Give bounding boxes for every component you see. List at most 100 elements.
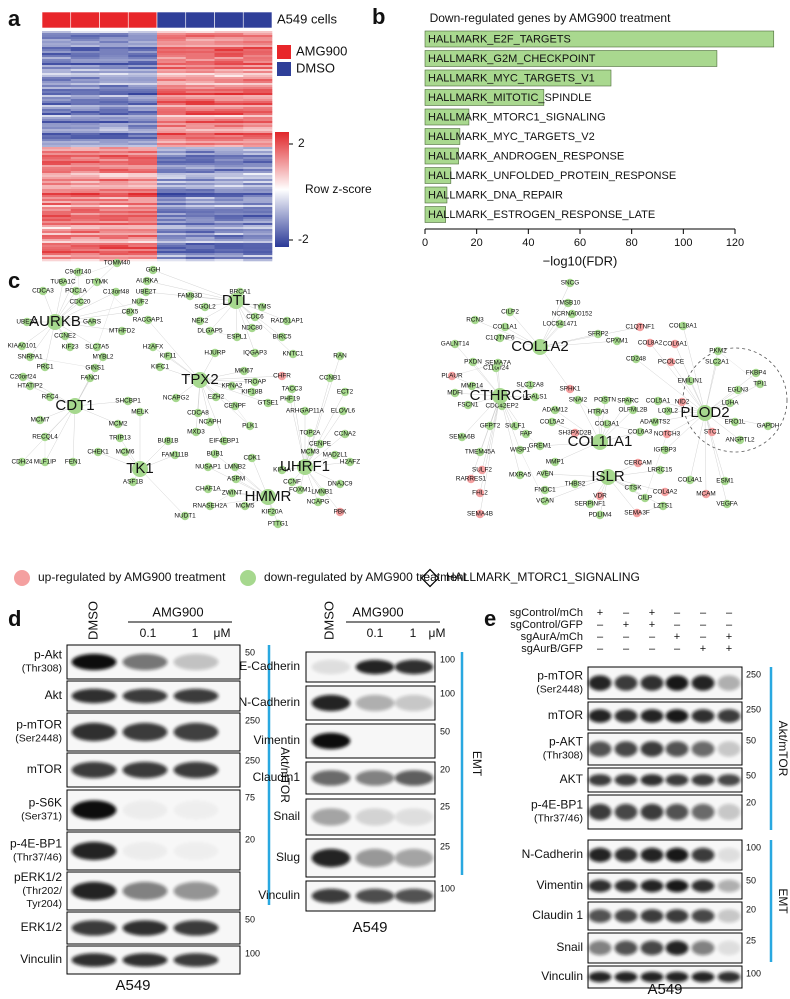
gene-label: MXRA5 [509,472,531,479]
gene-label: COL4A1 [678,477,703,484]
blot-band [588,741,612,757]
blot-band [588,847,612,863]
network-edge [607,476,664,507]
heatmap-cell [157,255,187,258]
blot-band [717,847,741,863]
category-label: HALLMARK_ANDROGEN_RESPONSE [428,150,624,162]
heatmap-cell [157,219,187,222]
heatmap-cell [128,205,158,208]
blot-box [587,701,743,731]
blot-row-label: Vimentin [537,878,583,892]
heatmap-cell [99,149,129,152]
gene-node [227,381,237,391]
gene-node [475,509,485,519]
heatmap-cell [157,83,187,86]
gene-node [25,381,35,391]
heatmap-cell [157,87,187,90]
gene-node [203,462,213,472]
heatmap-cell [185,107,215,110]
heatmap-cell [243,159,273,162]
gene-node [712,357,722,367]
annotation-cell [127,11,158,29]
gene-label: ASPM [227,476,245,483]
heatmap-cell [185,131,215,134]
blot-band [665,709,689,723]
condition-sign: – [649,631,656,643]
gene-label: VCAN [536,498,554,505]
heatmap-cell [99,193,129,196]
gene-label: HTATIP2 [17,383,43,390]
gene-label: MXD3 [187,429,205,436]
blot-row-label: Vinculin [20,952,62,966]
gene-node [17,457,27,467]
heatmap-cell [243,187,273,190]
heatmap-cell [185,243,215,246]
heatmap-cell [185,195,215,198]
heatmap-cell [185,191,215,194]
heatmap-cell [70,55,100,58]
blot-band [717,909,741,923]
heatmap-cell [99,101,129,104]
heatmap-cell [42,177,72,180]
bar [424,186,448,204]
gene-node [628,483,638,493]
heatmap-cell [128,77,158,80]
hub-node [697,405,713,421]
heatmap-cell [157,81,187,84]
heatmap-cell [128,115,158,118]
heatmap-cell [70,97,100,100]
heatmap-cell [128,243,158,246]
gene-label: THBS2 [565,481,586,488]
gene-label: GTSE1 [258,400,279,407]
blot-row-label: (Ser2448) [536,683,583,695]
blot-band [122,841,168,861]
heatmap-cell [99,117,129,120]
heatmap-cell [99,177,129,180]
heatmap-cell [243,117,273,120]
blot-band [614,940,638,956]
heatmap-cell [99,159,129,162]
heatmap-cell [70,209,100,212]
heatmap-cell [185,225,215,228]
heatmap-cell [99,237,129,240]
heatmap-cell [70,193,100,196]
heatmap-cell [157,225,187,228]
gene-node [285,394,295,404]
gene-label: GGH [146,267,161,274]
heatmap-cell [128,197,158,200]
gene-node [707,427,717,437]
heatmap-cell [243,233,273,236]
gene-node [315,439,325,449]
network-edge [152,346,201,381]
gene-node [720,476,730,486]
heatmap-cell [214,89,244,92]
dose-label: 0.1 [140,626,157,640]
heatmap-cell [185,241,215,244]
heatmap-cell [128,31,158,34]
heatmap-cell [128,73,158,76]
heatmap-cell [157,127,187,130]
gene-label: TUBA1C [50,279,76,286]
heatmap-cell [99,111,129,114]
x-axis-label: −log10(FDR) [543,253,618,268]
group-label: Akt/mTOR [776,721,790,777]
gene-label: CHAF1A [195,486,221,493]
heatmap-cell [243,153,273,156]
heatmap-cell [214,255,244,258]
gene-label: POC1A [65,288,87,295]
heatmap-cell [185,251,215,254]
network-edge [636,505,664,514]
gene-label: NDC80 [242,325,263,332]
heatmap-cell [42,195,72,198]
gene-node [463,400,473,410]
heatmap-cell [99,145,129,148]
network-edge [209,492,233,507]
heatmap-cell [243,125,273,128]
gene-label: SEMA7A [485,360,512,367]
heatmap-cell [185,185,215,188]
gene-node [612,336,622,346]
heatmap-cell [42,253,72,256]
x-tick-label: 60 [574,237,586,249]
heatmap-cell [128,187,158,190]
network-edge [717,350,761,385]
